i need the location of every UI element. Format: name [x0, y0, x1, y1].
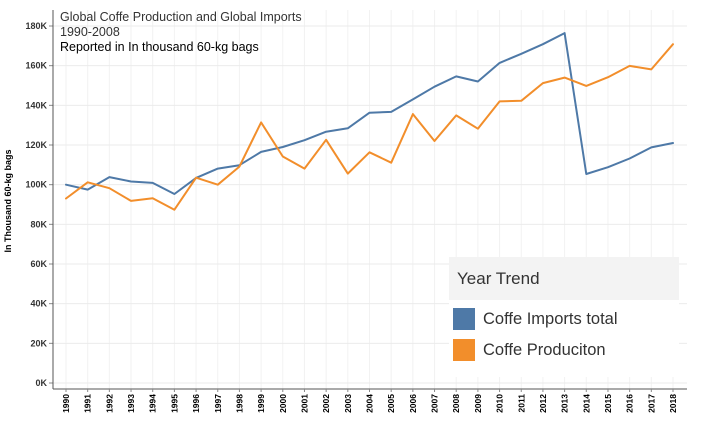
- x-tick-label: 2011: [516, 394, 526, 413]
- x-tick-label: 1992: [104, 394, 114, 413]
- x-tick-label: 2002: [321, 394, 331, 413]
- x-tick-label: 2005: [386, 394, 396, 413]
- y-tick-label: 80K: [30, 219, 47, 229]
- y-tick-label: 100K: [25, 180, 47, 190]
- x-tick-label: 2017: [646, 394, 656, 413]
- x-tick-label: 2006: [408, 394, 418, 413]
- legend: Year Trend Coffe Imports total Coffe Pro…: [449, 257, 679, 377]
- x-tick-label: 2001: [299, 394, 309, 413]
- x-tick-label: 2008: [451, 394, 461, 413]
- x-tick-label: 1994: [148, 394, 158, 413]
- y-tick-label: 0K: [35, 378, 47, 388]
- x-tick-label: 2014: [581, 394, 591, 413]
- chart-title-block: Global Coffe Production and Global Impor…: [60, 10, 302, 55]
- x-tick-label: 1993: [126, 394, 136, 413]
- chart-subtitle-years: 1990-2008: [60, 25, 120, 39]
- y-tick-label: 60K: [30, 259, 47, 269]
- x-tick-label: 2015: [603, 394, 613, 413]
- chart-subtitle-units: Reported in In thousand 60-kg bags: [60, 40, 259, 54]
- x-tick-label: 1999: [256, 394, 266, 413]
- x-tick-label: 2012: [538, 394, 548, 413]
- series-line-production: [65, 43, 674, 211]
- x-tick-label: 1991: [83, 394, 93, 413]
- x-tick-label: 1998: [234, 394, 244, 413]
- x-tick-label: 2016: [625, 394, 635, 413]
- y-tick-label: 120K: [25, 140, 47, 150]
- x-tick-label: 2009: [473, 394, 483, 413]
- x-tick-label: 2003: [343, 394, 353, 413]
- x-tick-label: 1997: [213, 394, 223, 413]
- x-tick-label: 1996: [191, 394, 201, 413]
- chart-title: Global Coffe Production and Global Impor…: [60, 10, 302, 24]
- legend-swatch-imports: [453, 308, 475, 330]
- x-tick-label: 1990: [61, 394, 71, 413]
- y-tick-label: 40K: [30, 299, 47, 309]
- x-tick-label: 2018: [668, 394, 678, 413]
- legend-swatch-production: [453, 339, 475, 361]
- x-tick-label: 1995: [169, 394, 179, 413]
- y-tick-label: 20K: [30, 338, 47, 348]
- axes: 0K 20K 40K 60K 80K 100K 120K 140K 160K 180K 1990 19…: [25, 10, 687, 413]
- x-tick-label: 2013: [560, 394, 570, 413]
- legend-label-production: Coffe Produciton: [483, 340, 606, 359]
- y-tick-label: 160K: [25, 61, 47, 71]
- legend-item-production[interactable]: Coffe Produciton: [453, 339, 606, 361]
- legend-label-imports: Coffe Imports total: [483, 309, 618, 328]
- x-tick-label: 2010: [495, 394, 505, 413]
- x-tick-label: 2000: [278, 394, 288, 413]
- legend-item-imports[interactable]: Coffe Imports total: [453, 308, 618, 330]
- series-lines: [65, 32, 674, 211]
- x-tick-label: 2004: [365, 394, 375, 413]
- y-tick-label: 140K: [25, 100, 47, 110]
- legend-title: Year Trend: [449, 257, 679, 300]
- y-tick-label: 180K: [25, 21, 47, 31]
- x-tick-label: 2007: [430, 394, 440, 413]
- y-axis-label: In Thousand 60-kg bags: [3, 149, 13, 253]
